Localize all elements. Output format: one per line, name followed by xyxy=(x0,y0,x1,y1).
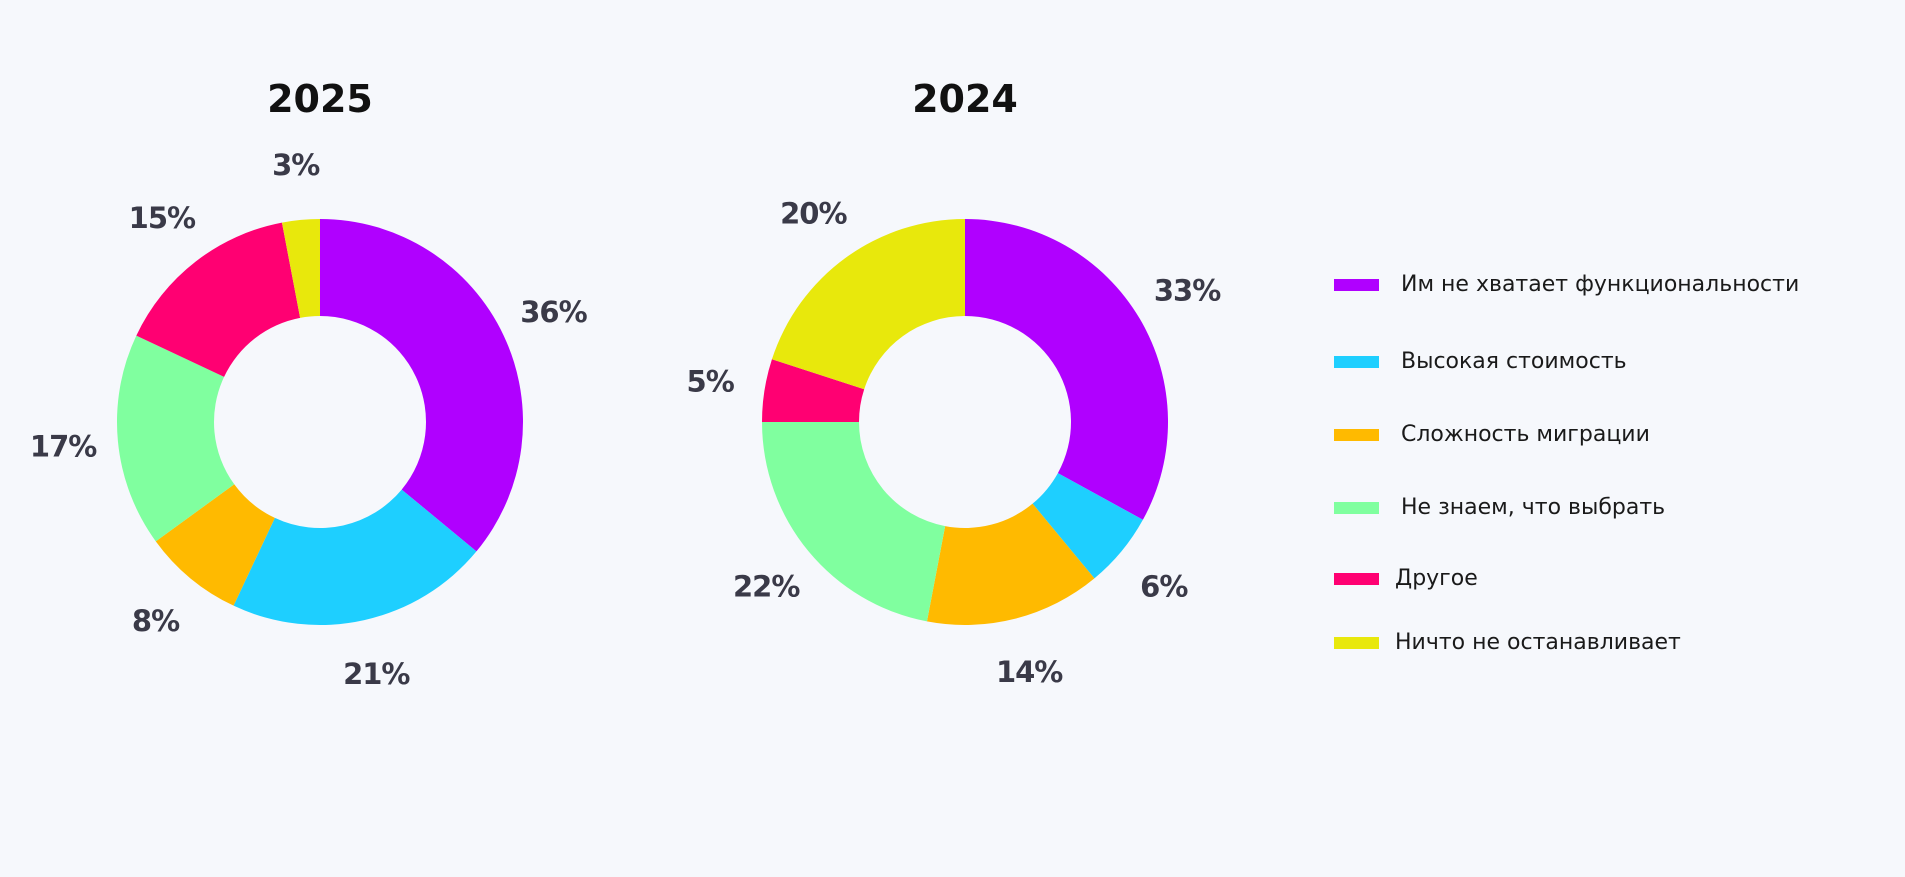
chart-title: 2024 xyxy=(912,77,1018,121)
legend-item-other: Другое xyxy=(1334,566,1478,591)
legend-item-cost: Высокая стоимость xyxy=(1334,349,1627,374)
data-label: 33% xyxy=(1154,274,1221,308)
data-label: 17% xyxy=(30,429,97,463)
data-label: 21% xyxy=(343,657,410,691)
legend-item-functionality: Им не хватает функциональности xyxy=(1334,272,1799,297)
donut-2024: 2024 33% 6% 14% 22% 5% 20% xyxy=(687,77,1223,689)
slice-3 xyxy=(926,503,1095,625)
legend-swatch xyxy=(1334,636,1379,649)
slice-2 xyxy=(233,489,477,625)
legend-label: Сложность миграции xyxy=(1401,422,1650,447)
data-label: 8% xyxy=(132,604,180,638)
slice-3 xyxy=(155,484,275,606)
legend-swatch xyxy=(1334,355,1379,368)
data-label: 36% xyxy=(520,295,587,329)
legend-item-nothing: Ничто не останавливает xyxy=(1334,630,1681,655)
chart-title: 2025 xyxy=(267,77,373,121)
slice-4 xyxy=(117,335,235,542)
slice-5 xyxy=(136,222,301,377)
slice-5 xyxy=(762,359,865,422)
data-label: 3% xyxy=(272,148,320,182)
legend-label: Им не хватает функциональности xyxy=(1401,272,1800,297)
donut-2025: 2025 36% 21% 8% 17% 15% 3% xyxy=(30,77,589,691)
slice-6 xyxy=(281,219,320,318)
data-label: 6% xyxy=(1140,569,1188,603)
legend-swatch xyxy=(1334,278,1379,291)
slice-4 xyxy=(762,422,946,622)
slice-1 xyxy=(965,219,1168,520)
slice-1 xyxy=(320,219,523,552)
legend-label: Другое xyxy=(1395,566,1478,591)
data-label: 20% xyxy=(780,196,847,230)
data-label: 5% xyxy=(687,365,735,399)
legend-label: Ничто не останавливает xyxy=(1395,630,1681,655)
legend-label: Не знаем, что выбрать xyxy=(1401,495,1666,520)
legend-item-migration: Сложность миграции xyxy=(1334,422,1650,447)
slice-6 xyxy=(771,219,965,390)
legend-label: Высокая стоимость xyxy=(1401,349,1627,374)
legend-swatch xyxy=(1334,572,1379,585)
data-label: 15% xyxy=(129,201,196,235)
legend-item-undecided: Не знаем, что выбрать xyxy=(1334,495,1665,520)
legend-swatch xyxy=(1334,501,1379,514)
data-label: 22% xyxy=(733,569,800,603)
slice-2 xyxy=(1032,473,1143,579)
data-label: 14% xyxy=(996,655,1063,689)
legend-swatch xyxy=(1334,428,1379,441)
